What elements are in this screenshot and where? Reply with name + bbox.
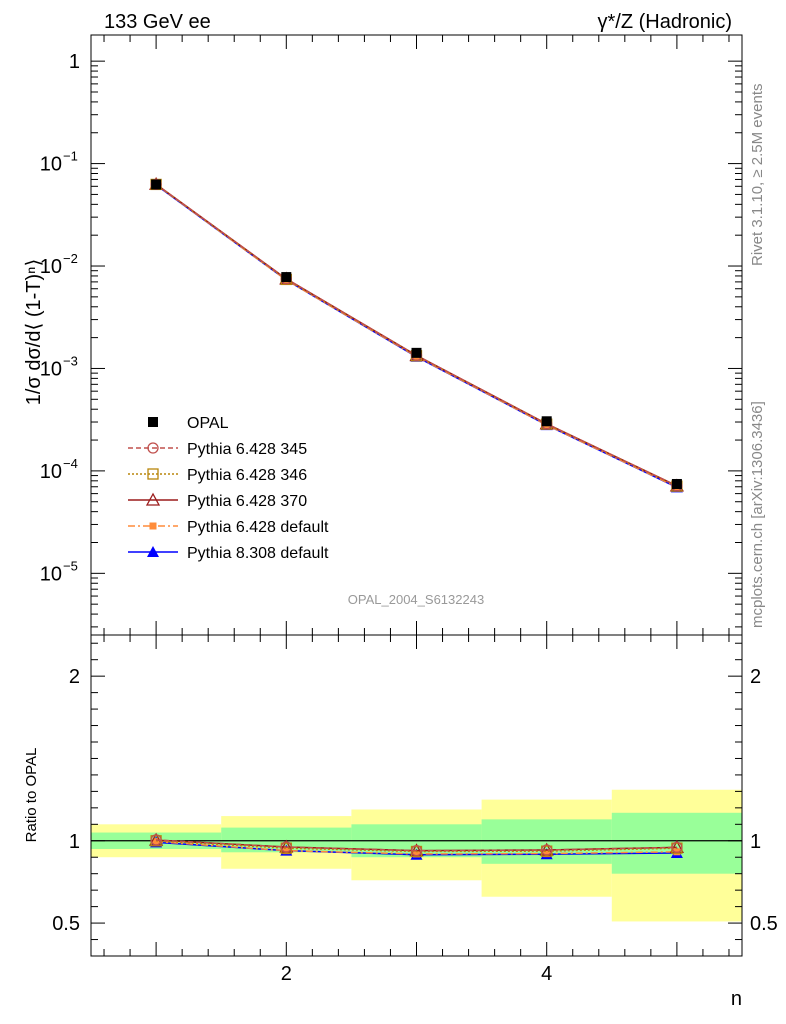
main-y-axis-label: 1/σ dσ/d⟨ (1-T)ⁿ⟩ <box>23 259 45 406</box>
y-tick-label: 1 <box>69 831 80 853</box>
ratio-point <box>280 841 292 853</box>
y-tick-label-right: 2 <box>750 666 761 688</box>
y-tick-label: 1 <box>69 51 80 73</box>
y-tick-label: 2 <box>69 666 80 688</box>
data-point <box>281 272 292 283</box>
y-tick-label-exponent: −4 <box>63 456 78 471</box>
legend-label: Pythia 8.308 default <box>187 545 329 562</box>
legend-marker <box>147 468 159 480</box>
ratio-point <box>413 850 420 858</box>
data-point <box>671 478 682 489</box>
ratio-series-line <box>156 839 677 852</box>
main-panel: 110−110−210−310−410−5 <box>40 34 743 636</box>
data-point <box>411 347 422 358</box>
data-point <box>151 179 162 190</box>
y-tick-label: 10 <box>40 563 62 585</box>
y-tick-label: 10 <box>40 358 62 380</box>
legend-marker <box>148 417 158 427</box>
legend-marker <box>149 522 157 530</box>
y-tick-label: 10 <box>40 256 62 278</box>
ratio-y-axis-label: Ratio to OPAL <box>23 748 40 843</box>
series-line <box>155 183 678 487</box>
ratio-point <box>671 841 683 854</box>
y-tick-label-right: 0.5 <box>750 913 778 935</box>
header-left-label: 133 GeV ee <box>104 11 211 33</box>
legend-label: OPAL <box>187 415 229 432</box>
y-tick-label-right: 1 <box>750 831 761 853</box>
y-tick-label-exponent: −2 <box>63 251 78 266</box>
legend-marker <box>147 546 159 557</box>
x-axis-label: n <box>731 988 742 1010</box>
mcplots-label: mcplots.cern.ch [arXiv:1306.3436] <box>749 401 766 628</box>
x-tick-label: 2 <box>281 963 292 985</box>
data-point <box>541 416 552 427</box>
ratio-point <box>541 844 553 856</box>
y-tick-label: 0.5 <box>52 913 80 935</box>
ratio-point <box>282 847 290 855</box>
ratio-point <box>150 834 162 846</box>
ratio-point <box>152 838 160 846</box>
ratio-panel: 0.5 0.5 1 1 2 2 2 4 <box>52 634 778 985</box>
rivet-label: Rivet 3.1.10, ≥ 2.5M events <box>749 84 766 267</box>
header-right-label: γ*/Z (Hadronic) <box>598 11 732 33</box>
y-tick-label: 10 <box>40 461 62 483</box>
x-tick-label: 4 <box>541 963 552 985</box>
y-tick-label-exponent: −5 <box>63 558 78 573</box>
y-tick-label-exponent: −1 <box>63 149 78 164</box>
ratio-point <box>410 844 423 857</box>
legend-label: Pythia 6.428 345 <box>187 441 307 458</box>
ratio-point <box>543 850 551 858</box>
legend-label: Pythia 6.428 default <box>187 519 329 536</box>
legend-label: Pythia 6.428 346 <box>187 467 307 484</box>
ratio-series-line <box>156 840 677 853</box>
legend-marker <box>147 442 159 454</box>
legend-label: Pythia 6.428 370 <box>187 493 307 510</box>
legend-marker <box>145 492 161 506</box>
y-tick-label: 10 <box>40 154 62 176</box>
y-tick-label-exponent: −3 <box>63 353 78 368</box>
legend: OPAL Pythia 6.428 345 Pythia 6.428 346 Pyth… <box>128 415 329 562</box>
watermark: OPAL_2004_S6132243 <box>348 592 484 607</box>
